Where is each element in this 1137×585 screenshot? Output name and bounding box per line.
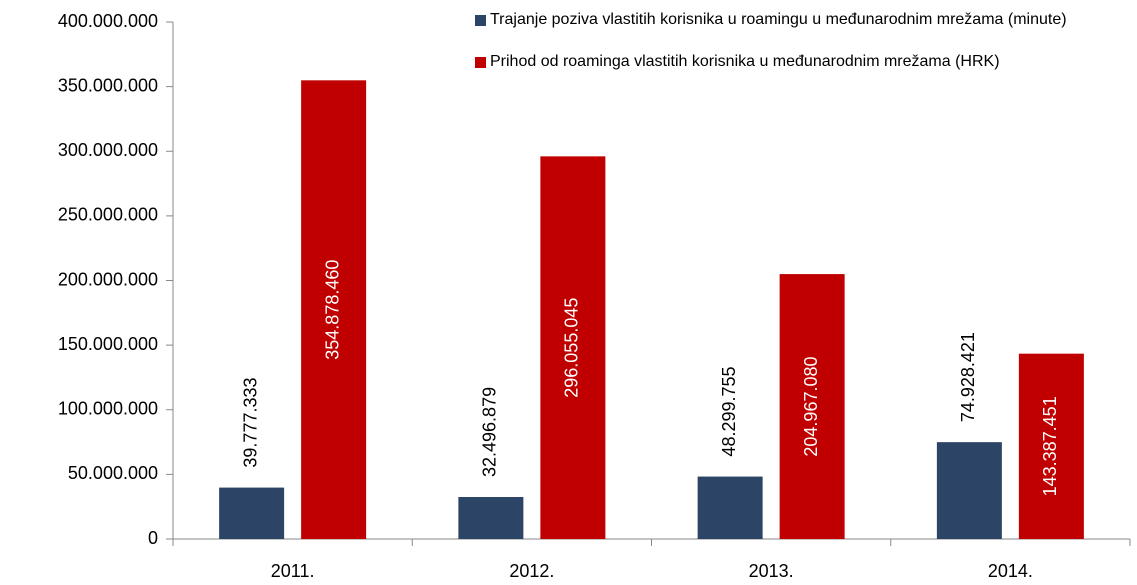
y-tick-label: 150.000.000 xyxy=(58,334,158,354)
legend-label: Trajanje poziva vlastitih korisnika u ro… xyxy=(490,11,1067,28)
data-label: 32.496.879 xyxy=(480,387,500,477)
legend-swatch xyxy=(475,57,486,68)
y-tick-label: 400.000.000 xyxy=(58,11,158,31)
legend-label: Prihod od roaminga vlastitih korisnika u… xyxy=(490,53,1000,70)
legend: Trajanje poziva vlastitih korisnika u ro… xyxy=(475,10,1115,94)
y-tick-label: 50.000.000 xyxy=(68,463,158,483)
y-tick-label: 100.000.000 xyxy=(58,399,158,419)
bar xyxy=(936,442,1002,539)
y-tick-label: 0 xyxy=(148,528,158,548)
y-tick-label: 350.000.000 xyxy=(58,75,158,95)
legend-item: Trajanje poziva vlastitih korisnika u ro… xyxy=(475,10,1115,30)
data-label: 48.299.755 xyxy=(719,366,739,456)
data-label: 39.777.333 xyxy=(240,377,260,467)
y-tick-label: 200.000.000 xyxy=(58,269,158,289)
data-label: 204.967.080 xyxy=(801,356,821,456)
data-label: 354.878.460 xyxy=(322,260,342,360)
legend-item: Prihod od roaminga vlastitih korisnika u… xyxy=(475,52,1115,72)
data-label: 296.055.045 xyxy=(562,298,582,398)
data-label: 143.387.451 xyxy=(1040,396,1060,496)
bar xyxy=(540,156,606,539)
bar xyxy=(301,80,367,540)
x-tick-label: 2014. xyxy=(988,561,1033,581)
y-tick-label: 300.000.000 xyxy=(58,140,158,160)
bar xyxy=(1018,353,1084,539)
legend-swatch xyxy=(475,15,486,26)
bar xyxy=(458,496,524,539)
x-tick-label: 2012. xyxy=(509,561,554,581)
bar xyxy=(779,274,845,539)
bar xyxy=(219,487,285,539)
data-label: 74.928.421 xyxy=(958,332,978,422)
y-tick-label: 250.000.000 xyxy=(58,205,158,225)
x-tick-label: 2013. xyxy=(749,561,794,581)
bar xyxy=(697,476,763,539)
x-tick-label: 2011. xyxy=(271,561,315,581)
